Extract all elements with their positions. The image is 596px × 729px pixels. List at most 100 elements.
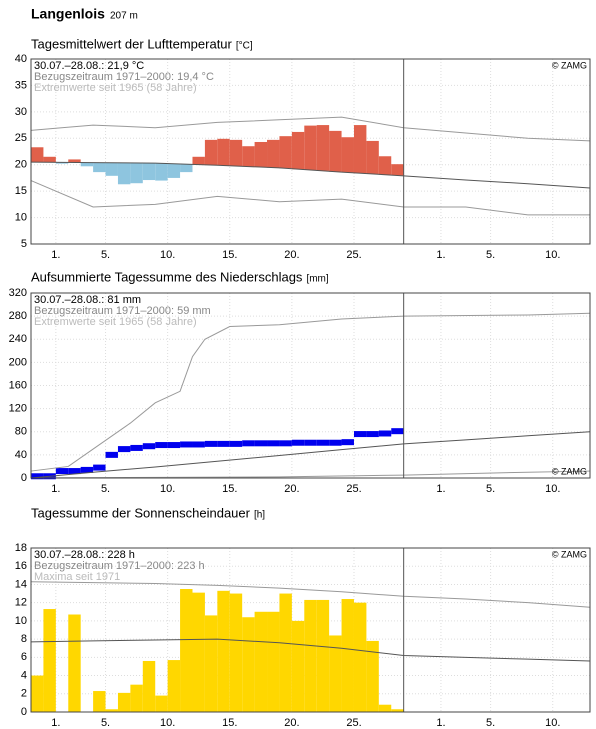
cumulative-step [329,439,342,446]
cumulative-step [391,428,404,435]
anomaly-bar [167,163,181,178]
info-line: 30.07.–28.08.: 81 mm [34,294,141,306]
cumulative-step [130,444,143,451]
bar [192,592,205,712]
unit: [h] [254,510,265,521]
x-tick-label: 25. [346,717,361,729]
x-tick-label: 5. [101,717,110,729]
y-tick-label: 320 [9,287,27,299]
cumulative-step [55,468,69,475]
cumulative-step [341,439,354,446]
anomaly-bar [217,138,230,166]
bar [291,620,305,712]
anomaly-bar [229,139,243,167]
anomaly-bar [267,139,280,168]
anomaly-bar [353,125,367,174]
anomaly-bar [31,147,44,163]
y-tick-label: 0 [21,472,27,484]
y-tick-label: 15 [15,185,27,197]
copyright: © ZAMG [552,549,587,559]
y-tick-label: 40 [15,449,27,461]
extreme-line [30,116,591,142]
x-tick-label: 10. [545,717,560,729]
anomaly-bar [254,141,268,168]
chart-title: Tagessumme der Sonnenscheindauer [31,505,251,520]
info-line: Maxima seit 1971 [34,571,120,583]
anomaly-bar [130,162,143,184]
y-tick-label: 280 [9,310,27,322]
bar [366,640,379,712]
x-tick-label: 5. [101,249,110,261]
anomaly-bar [242,146,255,167]
copyright: © ZAMG [552,466,587,476]
cumulative-step [291,439,305,446]
plot-frame [30,292,591,479]
cumulative-step [117,446,131,453]
y-tick-label: 14 [15,578,27,590]
bar [93,691,106,712]
cumulative-step [142,443,156,450]
y-tick-label: 5 [21,238,27,250]
anomaly-bar [329,130,342,172]
info-line: Bezugszeitraum 1971–2000: 223 h [34,560,205,572]
bar [68,614,81,712]
x-tick-label: 1. [51,249,60,261]
y-tick-label: 18 [15,542,27,554]
y-tick-label: 8 [21,633,27,645]
chart-title: Aufsummierte Tagessumme des Niederschlag… [31,269,303,284]
anomaly-bar [55,162,69,164]
station-title: Langenlois [31,6,105,22]
x-tick-label: 20. [284,249,299,261]
anomaly-bar [279,136,292,169]
bar [43,609,56,712]
anomaly-bar [391,164,404,176]
y-tick-label: 6 [21,651,27,663]
bar [204,615,218,712]
extreme-line [30,312,591,472]
extreme-line [30,581,591,608]
bar [105,709,118,712]
bar [353,602,367,712]
anomaly-bar [43,156,56,163]
x-tick-label: 1. [51,717,60,729]
cumulative-step [167,442,181,449]
x-tick-label: 15. [222,483,237,495]
anomaly-bar [180,164,193,173]
cumulative-step [217,440,230,447]
copyright: © ZAMG [552,60,587,70]
anomaly-bar [291,131,305,170]
cumulative-step [68,468,81,475]
cumulative-step [204,440,218,447]
y-tick-label: 10 [15,615,27,627]
info-line: 30.07.–28.08.: 21,9 °C [34,60,144,72]
unit: [°C] [236,41,253,52]
anomaly-bar [117,162,131,185]
bar [329,635,342,712]
mean-line [30,638,591,662]
cumulative-step [192,441,205,448]
info-line: Extremwerte seit 1965 (58 Jahre) [34,82,197,94]
y-tick-label: 160 [9,379,27,391]
cumulative-step [304,439,317,446]
bar [31,675,44,712]
bar [167,660,181,712]
cumulative-step [105,451,118,458]
info-line: 30.07.–28.08.: 228 h [34,549,135,561]
mean-line [30,431,591,479]
bar [180,589,193,712]
anomaly-bar [378,156,392,175]
station-elevation: 207 m [110,11,138,22]
y-tick-label: 80 [15,426,27,438]
y-tick-label: 20 [15,159,27,171]
y-tick-label: 200 [9,356,27,368]
x-tick-label: 1. [436,717,445,729]
bar [242,617,255,712]
cumulative-step [93,464,106,471]
bar [279,593,292,712]
bar [117,692,131,712]
bar [217,590,230,712]
bar [142,660,156,712]
cumulative-step [378,430,392,437]
anomaly-bar [192,156,205,165]
